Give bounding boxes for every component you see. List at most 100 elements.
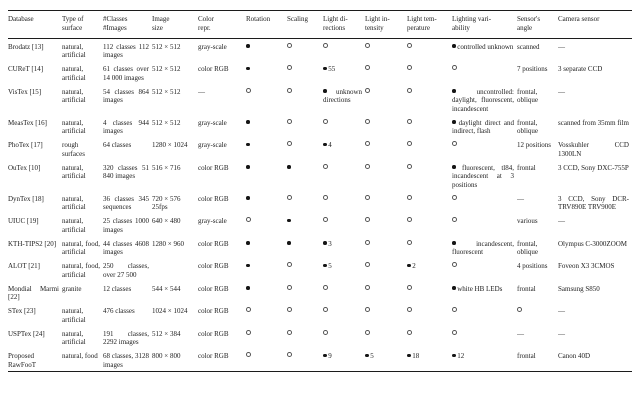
color-repr-cell: color RGB	[198, 349, 246, 372]
cell-text: natural, artificial	[62, 118, 86, 136]
scaling-cell	[287, 160, 323, 191]
database-cell: KTH-TIPS2 [20]	[8, 236, 62, 259]
open-circle-icon	[287, 284, 292, 290]
light-directions-cell	[323, 115, 365, 138]
light-temperature-cell	[407, 236, 452, 259]
lighting-variability-cell	[452, 326, 517, 349]
surface-type-cell: natural, artificial	[62, 115, 103, 138]
rotation-cell	[246, 62, 287, 85]
column-header-color-repr: Color repr.	[198, 10, 246, 39]
cell-text: controlled unknown	[457, 42, 514, 51]
column-header-light-directions: Light di- rections	[323, 10, 365, 39]
open-circle-icon	[287, 329, 292, 335]
light-intensity-cell	[365, 259, 407, 282]
light-temperature-cell	[407, 160, 452, 191]
surface-type-cell: natural, artificial	[62, 304, 103, 327]
cell-text: 3 CCD, Sony DXC-755P	[558, 163, 629, 172]
column-header-surface-type: Type of surface	[62, 10, 103, 39]
cell-text: unknown directions	[323, 87, 362, 105]
table-row: MeasTex [16] natural, artificial 4 classes…	[8, 115, 632, 138]
filled-dot-icon	[323, 263, 327, 267]
cell-text: 800 × 800	[152, 352, 181, 360]
open-circle-icon	[407, 194, 412, 200]
open-circle-icon	[323, 194, 328, 200]
table-row: Mondial Marmi [22] granite 12 classes 544 ×…	[8, 281, 632, 304]
database-cell: DynTex [18]	[8, 191, 62, 214]
color-repr-cell: color RGB	[198, 281, 246, 304]
table-row: UIUC [19] natural, artificial 25 classes 1…	[8, 214, 632, 237]
light-temperature-cell: 18	[407, 349, 452, 372]
cell-text: 3 separate CCD	[558, 65, 603, 73]
sensor-angle-cell: frontal	[517, 349, 558, 372]
cell-text: DynTex [18]	[8, 194, 44, 203]
camera-sensor-cell: —	[558, 39, 632, 62]
cell-text: 44 classes 4608 images	[103, 239, 149, 257]
classes-images-cell: 54 classes 864 images	[103, 84, 152, 115]
rotation-cell	[246, 84, 287, 115]
rotation-cell	[246, 115, 287, 138]
open-circle-icon	[365, 42, 370, 48]
cell-text: 544 × 544	[152, 284, 181, 293]
light-directions-cell	[323, 160, 365, 191]
cell-text: frontal	[517, 352, 536, 360]
scaling-cell	[287, 115, 323, 138]
light-directions-cell: unknown directions	[323, 84, 365, 115]
open-circle-icon	[365, 239, 370, 245]
open-circle-icon	[287, 118, 292, 124]
image-size-cell: 516 × 716	[152, 160, 198, 191]
open-circle-icon	[407, 65, 412, 70]
open-circle-icon	[407, 307, 412, 312]
open-circle-icon	[323, 42, 328, 48]
light-intensity-cell	[365, 191, 407, 214]
filled-dot-icon	[323, 66, 327, 70]
table-row: VisTex [15] natural, artificial 54 classes…	[8, 84, 632, 115]
cell-text: natural, artificial	[62, 87, 86, 105]
open-circle-icon	[287, 307, 292, 312]
cell-text: natural, food, artificial	[62, 239, 100, 257]
cell-text: natural, artificial	[62, 163, 86, 181]
cell-text: 9	[328, 352, 332, 360]
cell-text: white HB LEDs	[457, 284, 503, 293]
database-cell: OuTex [10]	[8, 160, 62, 191]
scaling-cell	[287, 236, 323, 259]
classes-images-cell: 68 classes, 3128 images	[103, 349, 152, 372]
light-directions-cell	[323, 281, 365, 304]
open-circle-icon	[246, 217, 251, 222]
cell-text: 512 × 512	[152, 118, 181, 127]
sensor-angle-cell: frontal	[517, 160, 558, 191]
rotation-cell	[246, 326, 287, 349]
image-size-cell: 1280 × 960	[152, 236, 198, 259]
cell-text: frontal, oblique	[517, 118, 538, 136]
filled-dot-icon	[246, 44, 250, 48]
cell-text: MeasTex [16]	[8, 118, 47, 127]
filled-dot-icon	[246, 263, 250, 267]
filled-dot-icon	[452, 165, 456, 169]
lighting-variability-cell	[452, 304, 517, 327]
light-intensity-cell	[365, 236, 407, 259]
cell-text: —	[558, 87, 565, 96]
light-intensity-cell	[365, 281, 407, 304]
cell-text: KTH-TIPS2 [20]	[8, 239, 57, 248]
cell-text: 191 classes, 2292 images	[103, 329, 149, 347]
cell-text: scanned	[517, 42, 540, 51]
classes-images-cell: 4 classes 944 images	[103, 115, 152, 138]
filled-dot-icon	[246, 120, 250, 124]
cell-text: natural, artificial	[62, 307, 86, 324]
cell-text: STex [23]	[8, 307, 36, 315]
color-repr-cell: —	[198, 84, 246, 115]
open-circle-icon	[287, 42, 292, 48]
open-circle-icon	[365, 217, 370, 222]
open-circle-icon	[246, 87, 251, 93]
filled-dot-icon	[287, 218, 291, 222]
open-circle-icon	[452, 307, 457, 312]
open-circle-icon	[287, 141, 292, 146]
cell-text: UIUC [19]	[8, 217, 39, 225]
column-header-lighting-variability: Lighting vari- ability	[452, 10, 517, 39]
light-intensity-cell	[365, 214, 407, 237]
column-header-rotation: Rotation	[246, 10, 287, 39]
open-circle-icon	[365, 141, 370, 146]
surface-type-cell: natural, artificial	[62, 326, 103, 349]
scaling-cell	[287, 39, 323, 62]
filled-dot-icon	[407, 263, 411, 267]
camera-sensor-cell: scanned from 35mm film	[558, 115, 632, 138]
